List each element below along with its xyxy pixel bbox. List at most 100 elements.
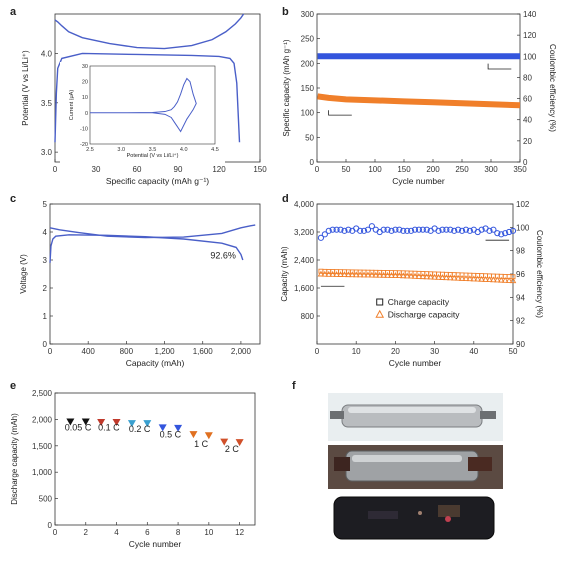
discharge-point (431, 273, 438, 280)
rate-point (143, 420, 152, 428)
y-tick-label: 5 (43, 200, 48, 209)
y-tick-label: 500 (39, 495, 53, 504)
ce-point (364, 226, 372, 233)
x-tick-label: 90 (174, 165, 183, 174)
discharge-point (352, 271, 360, 278)
cv-curve (90, 77, 197, 133)
ce-point (419, 226, 426, 233)
y2-tick-label: 80 (523, 73, 532, 82)
discharge-point (509, 277, 517, 284)
ce-point (490, 226, 497, 233)
discharge-point (411, 272, 419, 279)
ce-point (317, 234, 325, 241)
panel-label-b: b (282, 6, 289, 18)
y-tick-label: 3 (43, 256, 48, 265)
y2-axis-label: Coulombic efficiency (%) (548, 44, 557, 132)
legend-charge-label: Charge capacity (388, 297, 450, 307)
y-tick-label: 2,400 (294, 256, 315, 265)
x-axis-label: Specific capacity (mAh g⁻¹) (106, 176, 209, 186)
discharge-point (388, 271, 395, 278)
discharge-point (384, 271, 391, 278)
discharge-point (337, 271, 344, 277)
ce-point (439, 226, 446, 233)
y-tick-label: 0 (310, 158, 315, 167)
discharge-point (372, 271, 380, 278)
y-tick-label: 150 (301, 84, 315, 93)
x-tick-label: 120 (212, 165, 226, 174)
inset-y-tick-label: 0 (85, 111, 88, 117)
inset-x-tick-label: 4.5 (211, 147, 219, 153)
y2-tick-label: 98 (516, 247, 525, 256)
ce-point (384, 226, 391, 233)
y-tick-label: 3.5 (41, 99, 53, 108)
x-tick-label: 4 (114, 528, 119, 537)
discharge-point (360, 271, 368, 278)
discharge-point (501, 276, 509, 283)
panel-label-d: d (282, 193, 289, 205)
ce-point (345, 226, 352, 233)
y2-tick-label: 94 (516, 293, 525, 302)
ce-point (435, 227, 442, 234)
ce-point (404, 227, 411, 234)
discharge-point (345, 271, 352, 278)
discharge-point (329, 270, 336, 277)
y-tick-label: 800 (301, 312, 315, 321)
panel-label-f: f (292, 380, 296, 392)
discharge-point (482, 275, 489, 282)
inset-y-tick-label: -20 (80, 142, 88, 148)
discharge-point (368, 271, 376, 278)
y-tick-label: 0 (43, 340, 48, 349)
discharge-point (376, 271, 383, 278)
rate-point (235, 439, 244, 447)
y2-tick-label: 96 (516, 270, 525, 279)
voltage-curve-0 (49, 224, 256, 239)
inset-y-axis-label: Current (μA) (69, 90, 75, 121)
rate-point (220, 438, 229, 446)
discharge-point (407, 272, 415, 279)
x-tick-label: 1,200 (155, 347, 176, 356)
discharge-point (396, 272, 403, 279)
x-tick-label: 50 (342, 165, 351, 174)
discharge-point (380, 271, 387, 278)
voltage-curve-1 (49, 234, 244, 263)
discharge-point (443, 274, 450, 281)
y-tick-label: 4 (43, 228, 48, 237)
legend-discharge-label: Discharge capacity (388, 309, 461, 319)
battery-photo-panel (328, 393, 503, 543)
x-tick-label: 200 (426, 165, 440, 174)
ce-point (423, 226, 430, 233)
y-axis-label: Potential (V vs Li/Li⁺) (21, 50, 30, 126)
discharge-point (435, 273, 442, 280)
y2-tick-label: 120 (523, 31, 537, 40)
x-tick-label: 30 (92, 165, 101, 174)
discharge-point (392, 272, 399, 278)
y-tick-label: 50 (305, 133, 314, 142)
ce-point (415, 226, 423, 233)
y2-tick-label: 100 (516, 223, 530, 232)
rate-point (189, 431, 198, 439)
discharge-point (494, 276, 501, 283)
ce-point (505, 228, 513, 236)
ce-point (325, 227, 332, 234)
y2-axis-label: Coulombic efficiency (%) (535, 230, 544, 318)
inset-x-axis-label: Potential (V vs Li/Li⁺) (127, 152, 179, 159)
x-tick-label: 30 (430, 347, 439, 356)
x-tick-label: 150 (397, 165, 411, 174)
x-axis-label: Capacity (mAh) (126, 358, 185, 368)
y2-tick-label: 100 (523, 52, 537, 61)
x-tick-label: 12 (235, 528, 244, 537)
rate-point (127, 420, 136, 428)
discharge-point (462, 275, 470, 281)
discharge-point (454, 274, 462, 281)
ce-point (357, 227, 364, 234)
chart-e: 0 2 4 6 8 10 12 0 500 1,000 1,500 2,000 2,500 Cycle n… (10, 389, 256, 549)
panel-label-a: a (10, 6, 17, 18)
discharge-point (423, 273, 431, 280)
y-tick-label: 0 (48, 521, 53, 530)
x-tick-label: 350 (513, 165, 527, 174)
ce-point (502, 230, 509, 237)
discharge-point (415, 273, 423, 279)
y-tick-label: 2 (43, 284, 48, 293)
y2-tick-label: 40 (523, 116, 532, 125)
ce-point (368, 223, 375, 230)
